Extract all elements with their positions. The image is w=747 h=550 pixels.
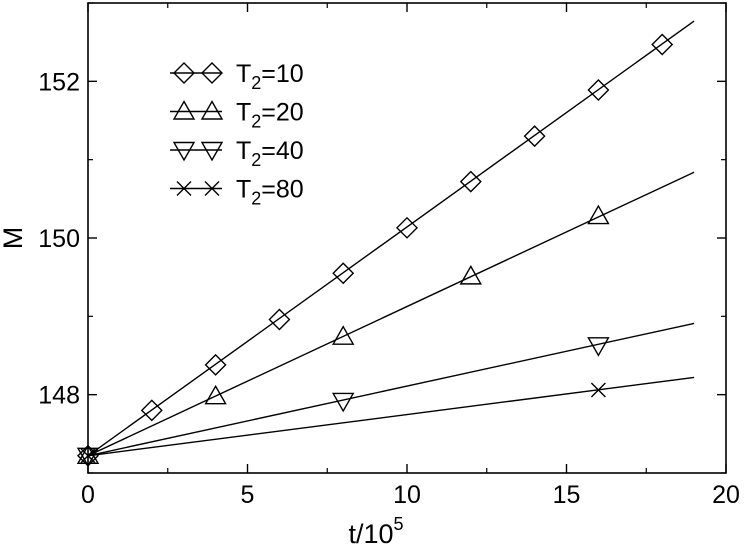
fit-line-series-2 bbox=[87, 171, 695, 457]
legend-marker bbox=[172, 100, 196, 120]
data-point-series-2 bbox=[76, 444, 100, 464]
data-point-series-1 bbox=[587, 78, 610, 101]
data-point-series-4 bbox=[590, 382, 606, 398]
legend-label: T2=40 bbox=[236, 137, 304, 170]
data-point-series-2 bbox=[459, 264, 483, 285]
data-point-series-1 bbox=[459, 170, 482, 193]
x-axis-label: t/105 bbox=[348, 514, 403, 549]
data-point-series-1 bbox=[523, 125, 546, 148]
x-tick-label: 20 bbox=[712, 481, 740, 509]
data-point-series-1 bbox=[332, 262, 355, 285]
data-point-series-2 bbox=[587, 204, 610, 225]
x-axis-label-base: t/10 bbox=[348, 519, 393, 549]
y-tick-label: 152 bbox=[38, 68, 80, 96]
x-tick-label: 0 bbox=[81, 481, 95, 509]
legend-marker bbox=[200, 141, 224, 162]
legend-marker bbox=[204, 181, 220, 196]
legend-label: T2=20 bbox=[236, 99, 304, 132]
legend: T2=10 T2=20 T2=40 T2=80 bbox=[170, 60, 304, 209]
data-point-series-4 bbox=[80, 448, 96, 464]
y-tick-label: 150 bbox=[38, 225, 80, 253]
data-markers bbox=[76, 33, 674, 468]
legend-label: T2=80 bbox=[236, 176, 304, 209]
data-point-series-2 bbox=[331, 325, 355, 345]
fit-lines bbox=[87, 20, 695, 457]
legend-marker bbox=[173, 62, 195, 84]
x-tick-label: 5 bbox=[241, 481, 255, 509]
x-axis-label-exponent: 5 bbox=[394, 514, 404, 534]
x-tick-label: 10 bbox=[393, 481, 421, 509]
data-point-series-1 bbox=[396, 216, 418, 239]
legend-marker bbox=[200, 100, 224, 120]
y-axis-label: M bbox=[0, 227, 28, 250]
data-point-series-3 bbox=[587, 337, 610, 357]
data-point-series-3 bbox=[76, 447, 100, 468]
fit-line-series-1 bbox=[87, 20, 695, 457]
data-point-series-1 bbox=[204, 353, 227, 376]
y-tick-label: 148 bbox=[38, 382, 80, 410]
data-point-series-1 bbox=[268, 308, 291, 331]
axis-ticks: 0 5 10 15 20 148 150 152 bbox=[38, 2, 740, 509]
legend-marker bbox=[176, 181, 192, 196]
data-point-series-1 bbox=[651, 33, 674, 56]
x-tick-label: 15 bbox=[553, 481, 581, 509]
legend-label: T2=10 bbox=[236, 60, 304, 93]
data-point-series-2 bbox=[204, 384, 227, 405]
data-point-series-1 bbox=[140, 399, 163, 422]
legend-marker bbox=[172, 141, 196, 162]
data-point-series-3 bbox=[331, 392, 355, 413]
legend-marker bbox=[201, 62, 223, 84]
fit-line-series-4 bbox=[87, 376, 695, 457]
